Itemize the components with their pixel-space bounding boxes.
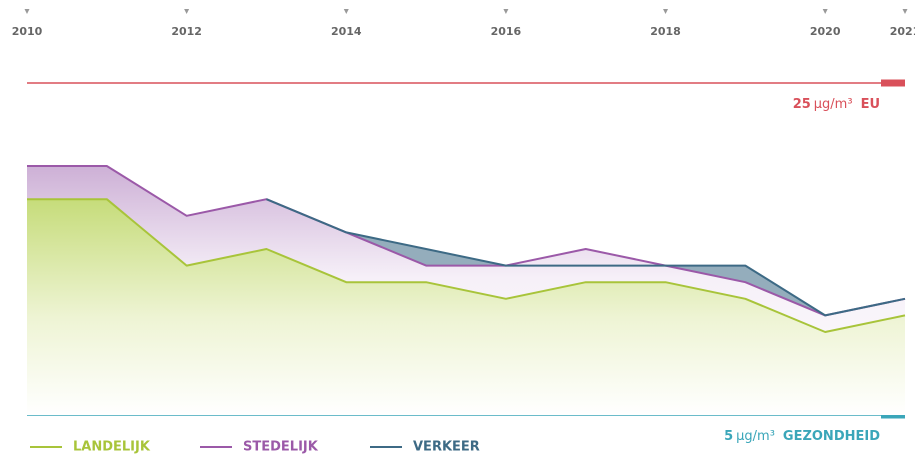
x-tick-label: 2018 — [650, 25, 681, 38]
reference-value: 25 — [793, 97, 811, 112]
x-tick-label: 2021 — [890, 25, 915, 38]
x-tick-mark — [902, 9, 908, 14]
area — [27, 199, 905, 415]
x-tick-label: 2010 — [12, 25, 43, 38]
legend-label: STEDELIJK — [243, 440, 319, 455]
x-tick-mark — [822, 9, 828, 14]
reference-value: 5 — [724, 429, 733, 444]
x-tick-label: 2016 — [491, 25, 522, 38]
x-tick-mark — [24, 9, 30, 14]
legend-label: VERKEER — [413, 440, 480, 455]
x-tick-label: 2012 — [171, 25, 202, 38]
reference-unit: µg/m³ — [736, 429, 775, 444]
line — [27, 165, 906, 317]
legend-label: LANDELIJK — [73, 440, 151, 455]
reference-end — [881, 79, 905, 87]
line — [266, 198, 906, 317]
reference-unit: µg/m³ — [814, 97, 853, 112]
x-tick-label: 2014 — [331, 25, 362, 38]
x-tick-mark — [503, 9, 509, 14]
x-tick-label: 2020 — [810, 25, 841, 38]
reference-label: 25 µg/m³ EU — [793, 97, 880, 112]
x-tick-mark — [663, 9, 669, 14]
reference-name: GEZONDHEID — [783, 429, 880, 444]
line — [27, 198, 906, 333]
x-tick-mark — [184, 9, 190, 14]
reference-label: 5 µg/m³ GEZONDHEID — [724, 429, 880, 444]
reference-name: EU — [861, 97, 880, 112]
x-tick-mark — [343, 9, 349, 14]
